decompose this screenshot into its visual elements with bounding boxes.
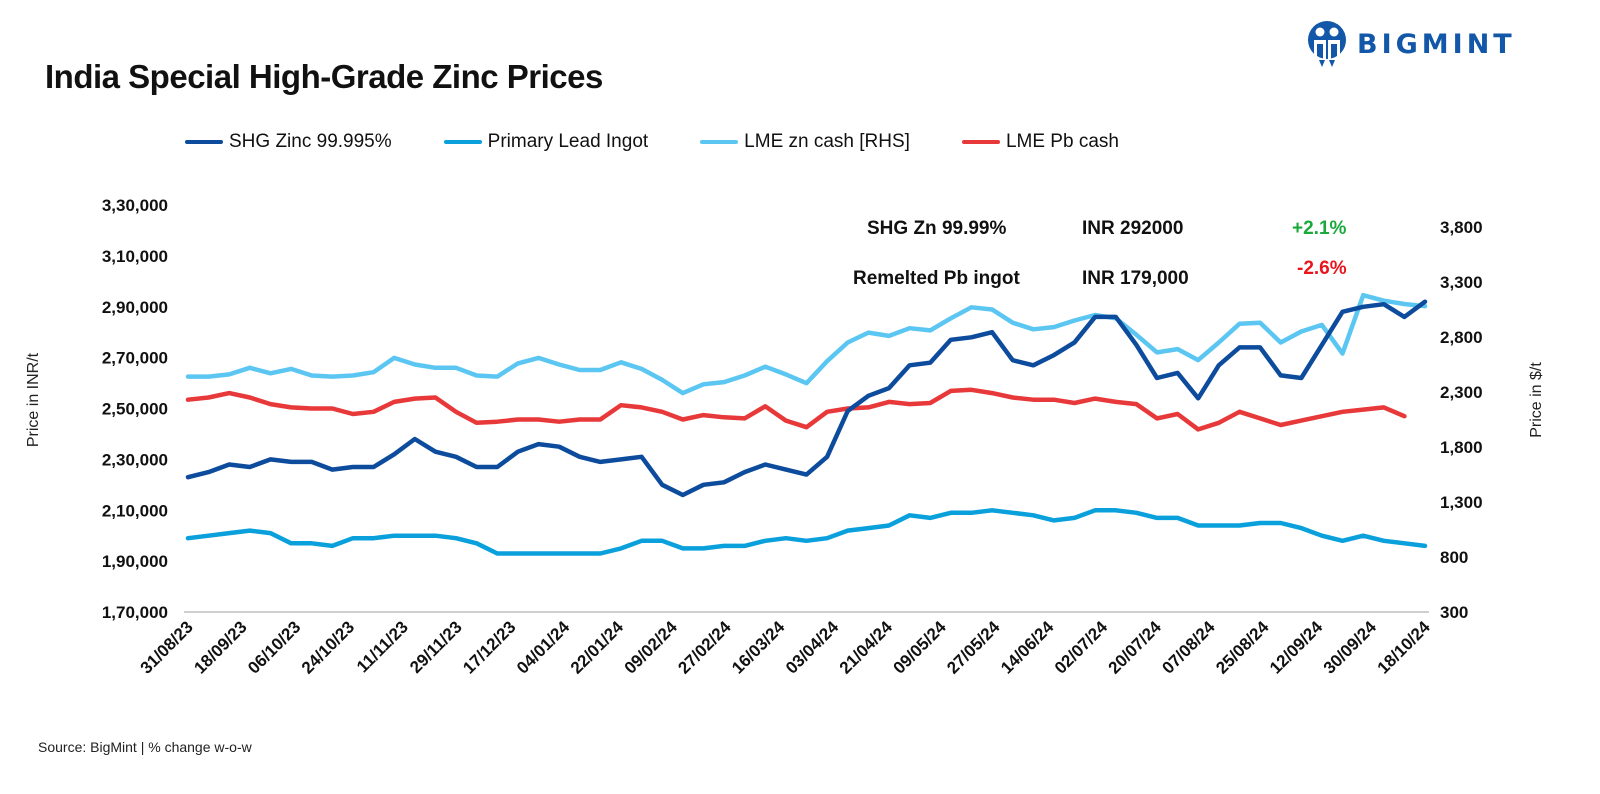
legend-swatch: [700, 140, 739, 144]
x-tick-label: 29/11/23: [406, 617, 466, 677]
x-tick-label: 11/11/23: [353, 617, 412, 676]
y-axis-title: Price in INR/t: [25, 352, 42, 447]
y2-tick-label: 300: [1440, 603, 1468, 622]
x-tick-label: 21/04/24: [836, 617, 897, 678]
legend-swatch: [185, 140, 223, 144]
logo: BIGMINT: [1305, 20, 1516, 68]
legend-item: LME Pb cash: [961, 131, 1119, 153]
annotation-change: -2.6%: [1297, 258, 1347, 279]
y2-tick-label: 1,300: [1440, 493, 1483, 512]
x-tick-label: 17/12/23: [459, 617, 519, 677]
y2-tick-label: 3,800: [1440, 218, 1483, 237]
annotation-price: INR 292000: [1082, 218, 1184, 239]
legend-swatch: [961, 140, 1000, 144]
y-tick-label: 1,90,000: [102, 552, 168, 571]
y2-tick-label: 2,800: [1440, 328, 1483, 347]
x-tick-label: 25/08/24: [1212, 617, 1273, 678]
y2-tick-label: 1,800: [1440, 438, 1483, 457]
annotation-label: SHG Zn 99.99%: [867, 218, 1007, 239]
x-tick-label: 27/02/24: [674, 617, 735, 678]
series-line-lme-zn-cash-rhs-: [185, 292, 1428, 396]
y-tick-label: 3,10,000: [102, 247, 168, 266]
y-tick-label: 1,70,000: [102, 603, 168, 622]
y2-tick-label: 2,300: [1440, 383, 1483, 402]
x-tick-label: 27/05/24: [943, 617, 1004, 678]
x-tick-label: 18/10/24: [1374, 617, 1435, 678]
series-line-primary-lead-ingot: [185, 508, 1428, 556]
x-tick-label: 09/02/24: [621, 617, 682, 678]
y-tick-label: 3,30,000: [102, 196, 168, 215]
x-tick-label: 31/08/23: [137, 617, 197, 677]
x-tick-label: 03/04/24: [782, 617, 843, 678]
y-tick-label: 2,70,000: [102, 349, 168, 368]
x-tick-label: 30/09/24: [1320, 617, 1381, 678]
legend-label: LME Pb cash: [1005, 131, 1119, 152]
legend-swatch: [443, 140, 482, 144]
y2-axis-title: Price in $/t: [1528, 362, 1545, 438]
x-tick-label: 12/09/24: [1266, 617, 1327, 678]
legend-item: SHG Zinc 99.995%: [185, 131, 392, 153]
x-tick-label: 04/01/24: [513, 617, 574, 678]
x-tick-label: 02/07/24: [1051, 617, 1112, 678]
legend-label: LME zn cash [RHS]: [744, 131, 910, 152]
x-tick-label: 07/08/24: [1158, 617, 1219, 678]
bigmint-logo-icon: [1308, 21, 1346, 67]
y-tick-label: 2,30,000: [102, 450, 168, 469]
y-tick-label: 2,90,000: [102, 298, 168, 317]
x-tick-label: 16/03/24: [728, 617, 789, 678]
x-tick-label: 06/10/23: [244, 617, 304, 677]
y2-tick-label: 3,300: [1440, 273, 1483, 292]
annotation-label: Remelted Pb ingot: [853, 268, 1020, 289]
source-note: Source: BigMint | % change w-o-w: [38, 739, 252, 755]
y-tick-label: 2,10,000: [102, 501, 168, 520]
y-tick-label: 2,50,000: [102, 400, 168, 419]
x-tick-label: 18/09/23: [190, 617, 250, 677]
legend-label: Primary Lead Ingot: [487, 131, 649, 152]
x-tick-label: 20/07/24: [1105, 617, 1166, 678]
logo-text: BIGMINT: [1357, 28, 1516, 60]
legend-item: LME zn cash [RHS]: [700, 131, 910, 153]
page-title: India Special High-Grade Zinc Prices: [45, 58, 603, 95]
annotation-price: INR 179,000: [1082, 268, 1189, 289]
series-line-lme-pb-cash: [185, 387, 1407, 432]
x-tick-label: 09/05/24: [890, 617, 951, 678]
chart-legend: SHG Zinc 99.995% Primary Lead Ingot LME …: [185, 131, 1171, 153]
legend-item: Primary Lead Ingot: [443, 131, 649, 153]
series-line-shg-zinc-99-995-: [185, 299, 1428, 498]
x-tick-label: 22/01/24: [567, 617, 628, 678]
x-tick-label: 14/06/24: [997, 617, 1058, 678]
x-tick-label: 24/10/23: [298, 617, 358, 677]
annotation-change: +2.1%: [1292, 218, 1347, 239]
y2-tick-label: 800: [1440, 548, 1468, 567]
legend-label: SHG Zinc 99.995%: [229, 131, 392, 152]
